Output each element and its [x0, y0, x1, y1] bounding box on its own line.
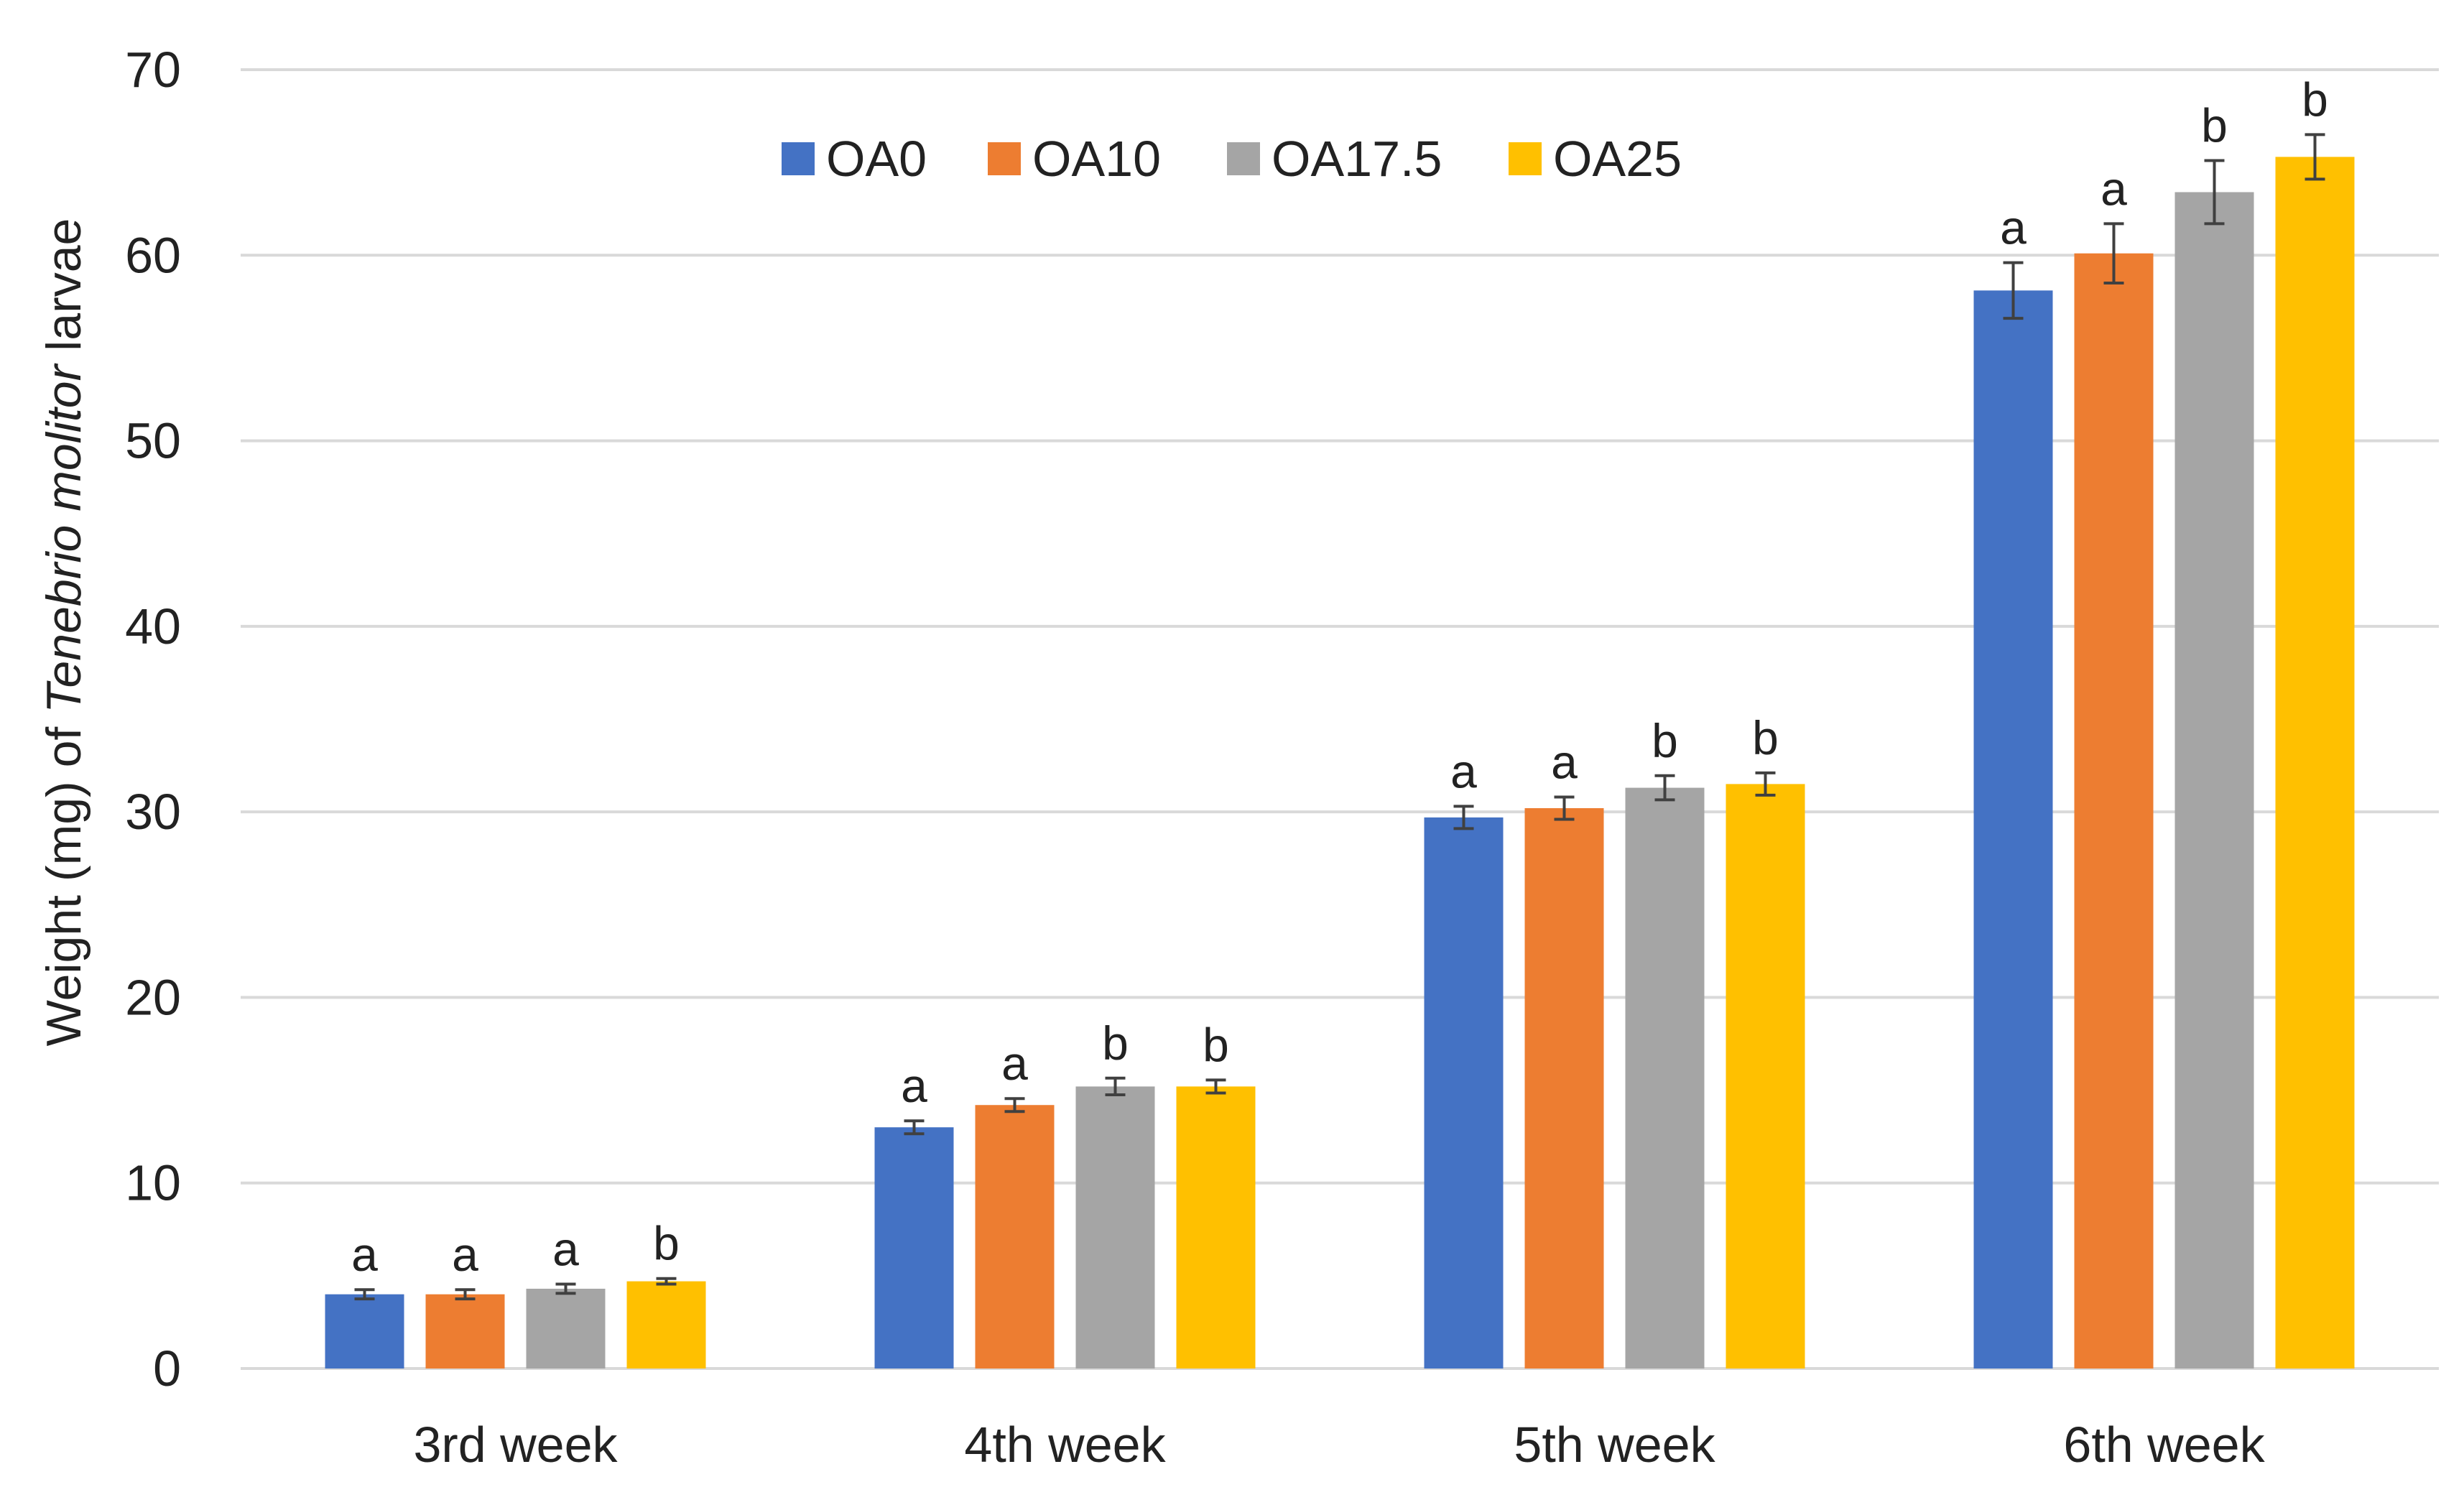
- significance-letter-oa0-3: a: [1450, 744, 1477, 797]
- error-bar-oa25-1: [656, 1277, 677, 1286]
- gridlines: [241, 68, 2439, 1370]
- x-axis-categories: 3rd week 4th week 5th week 6th week: [413, 1417, 2265, 1473]
- bar-oa10-3: [1524, 807, 1604, 1369]
- bar-oa0-2: [874, 1127, 954, 1369]
- significance-letters: a a a b a a b b a a b b a a b b: [351, 73, 2328, 1281]
- x-category-label-2: 4th week: [964, 1417, 1166, 1473]
- y-tick-label-60: 60: [125, 227, 181, 283]
- y-tick-label-70: 70: [125, 42, 181, 98]
- error-bar-oa10-4: [2103, 222, 2124, 285]
- error-bar-oa10-1: [455, 1288, 476, 1301]
- legend-swatch-oa17-5: [1227, 142, 1260, 175]
- legend-label-oa10: OA10: [1032, 131, 1161, 187]
- bar-oa0-4: [1973, 290, 2053, 1369]
- bar-oa17-5-4: [2174, 192, 2254, 1369]
- error-bar-oa25-3: [1755, 771, 1776, 797]
- y-axis-label-species: Tenebrio molitor: [37, 363, 91, 713]
- significance-letter-oa17-5-1: a: [552, 1222, 579, 1275]
- significance-letter-oa17-5-2: b: [1102, 1017, 1129, 1070]
- significance-letter-oa10-4: a: [2101, 162, 2127, 215]
- y-axis-label: Weight (mg) of Tenebrio molitor larvae: [37, 218, 91, 1047]
- bar-oa25-3: [1726, 784, 1805, 1369]
- bars: [325, 157, 2355, 1369]
- bar-oa10-1: [425, 1294, 505, 1369]
- bar-oa17-5-1: [526, 1288, 606, 1369]
- y-tick-label-30: 30: [125, 784, 181, 840]
- significance-letter-oa25-4: b: [2302, 73, 2328, 126]
- error-bar-oa0-3: [1453, 805, 1474, 830]
- error-bar-oa17-5-3: [1654, 774, 1675, 802]
- legend-swatch-oa25: [1509, 142, 1542, 175]
- significance-letter-oa10-2: a: [1001, 1037, 1028, 1090]
- bar-oa17-5-2: [1075, 1086, 1155, 1369]
- bar-oa17-5-3: [1625, 787, 1705, 1369]
- bar-oa10-4: [2074, 253, 2154, 1369]
- error-bar-oa25-4: [2305, 133, 2325, 181]
- y-tick-label-0: 0: [153, 1340, 181, 1397]
- bar-oa0-1: [325, 1294, 404, 1369]
- legend: OA0 OA10 OA17.5 OA25: [782, 131, 1682, 187]
- error-bars: [354, 133, 2325, 1301]
- significance-letter-oa25-2: b: [1203, 1018, 1229, 1071]
- bar-oa25-4: [2275, 157, 2355, 1369]
- error-bar-oa0-4: [2003, 261, 2024, 320]
- legend-label-oa25: OA25: [1553, 131, 1682, 187]
- error-bar-oa10-3: [1554, 795, 1575, 821]
- legend-label-oa17-5: OA17.5: [1272, 131, 1442, 187]
- significance-letter-oa25-1: b: [653, 1217, 680, 1270]
- significance-letter-oa25-3: b: [1752, 711, 1779, 764]
- legend-swatch-oa10: [988, 142, 1021, 175]
- legend-swatch-oa0: [782, 142, 815, 175]
- significance-letter-oa0-4: a: [2000, 201, 2027, 254]
- significance-letter-oa0-1: a: [351, 1228, 378, 1281]
- error-bar-oa17-5-2: [1105, 1076, 1126, 1097]
- bar-oa25-1: [626, 1281, 706, 1369]
- y-tick-label-50: 50: [125, 413, 181, 469]
- error-bar-oa0-2: [904, 1119, 925, 1136]
- bar-oa10-2: [975, 1105, 1055, 1369]
- bar-oa0-3: [1424, 817, 1504, 1369]
- y-axis-label-prefix: Weight (mg) of: [37, 713, 91, 1047]
- error-bar-oa10-2: [1004, 1097, 1025, 1113]
- y-tick-label-40: 40: [125, 598, 181, 654]
- error-bar-oa17-5-4: [2204, 159, 2225, 226]
- y-axis-label-suffix: larvae: [37, 218, 91, 365]
- x-category-label-4: 6th week: [2063, 1417, 2265, 1473]
- error-bar-oa25-2: [1205, 1078, 1226, 1095]
- significance-letter-oa17-5-4: b: [2201, 99, 2228, 152]
- bar-oa25-2: [1176, 1086, 1256, 1369]
- x-category-label-3: 5th week: [1514, 1417, 1715, 1473]
- significance-letter-oa10-1: a: [452, 1228, 478, 1281]
- significance-letter-oa17-5-3: b: [1652, 714, 1678, 767]
- y-tick-label-10: 10: [125, 1155, 181, 1211]
- x-category-label-1: 3rd week: [413, 1417, 618, 1473]
- significance-letter-oa10-3: a: [1551, 735, 1578, 788]
- legend-label-oa0: OA0: [826, 131, 927, 187]
- y-axis-ticks: 0 10 20 30 40 50 60 70: [125, 42, 181, 1397]
- y-tick-label-20: 20: [125, 969, 181, 1025]
- significance-letter-oa0-2: a: [901, 1059, 927, 1112]
- error-bar-oa17-5-1: [555, 1282, 576, 1295]
- error-bar-oa0-1: [354, 1288, 375, 1301]
